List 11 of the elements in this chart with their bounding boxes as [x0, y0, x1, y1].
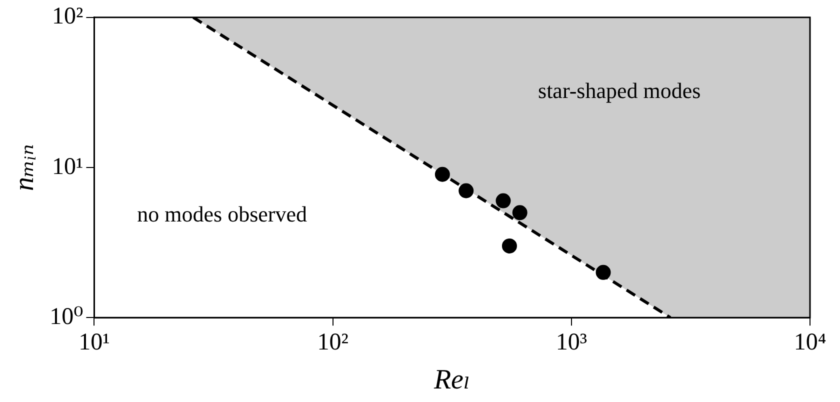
annotation: star-shaped modes — [538, 78, 701, 104]
y-axis-title: nₘᵢₙ — [9, 144, 40, 191]
y-tick-label: 10⁰ — [50, 304, 84, 330]
x-axis-title: Reₗ — [432, 364, 470, 396]
x-tick-label: 10⁴ — [794, 329, 826, 356]
x-tick-label: 10¹ — [78, 329, 110, 356]
y-tick-label: 10¹ — [52, 154, 84, 180]
x-tick-label: 10³ — [556, 329, 588, 356]
x-tick-label: 10² — [317, 329, 348, 356]
y-tick-label: 10² — [52, 4, 84, 30]
annotation: no modes observed — [137, 201, 308, 226]
